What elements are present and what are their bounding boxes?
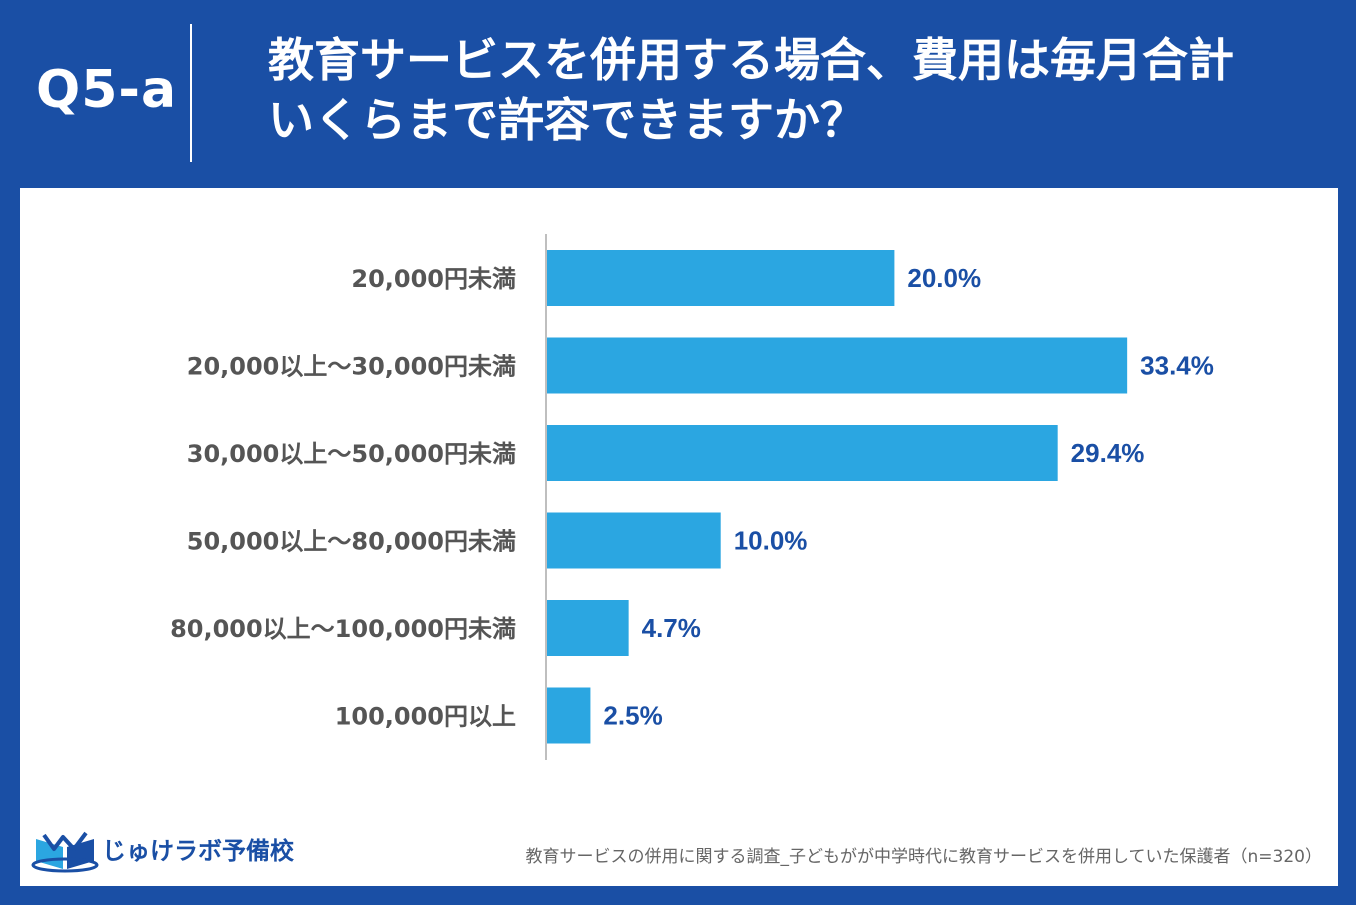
value-label-5: 2.5% xyxy=(603,701,662,731)
category-label-0: 20,000円未満 xyxy=(351,265,516,293)
category-label-3: 50,000以上～80,000円未満 xyxy=(187,528,516,556)
title-line-1: 教育サービスを併用する場合、費用は毎月合計 xyxy=(268,33,1234,87)
bar-0 xyxy=(547,250,895,306)
value-label-2: 29.4% xyxy=(1071,438,1145,468)
open-book-icon xyxy=(31,831,99,873)
brand-logo: じゅけラボ予備校 xyxy=(30,825,320,875)
source-note: 教育サービスの併用に関する調査_子どもがが中学時代に教育サービスを併用していた保… xyxy=(525,847,1322,867)
bar-2 xyxy=(547,425,1058,481)
value-label-0: 20.0% xyxy=(907,263,981,293)
header-divider xyxy=(190,24,192,162)
value-label-4: 4.7% xyxy=(642,613,701,643)
value-label-3: 10.0% xyxy=(734,526,808,556)
bar-4 xyxy=(547,600,629,656)
category-label-1: 20,000以上～30,000円未満 xyxy=(187,353,516,381)
title-line-2: いくらまで許容できますか？ xyxy=(268,93,866,147)
value-label-1: 33.4% xyxy=(1140,351,1214,381)
header: Q5-a 教育サービスを併用する場合、費用は毎月合計 いくらまで許容できますか？ xyxy=(0,0,1356,188)
page-title: 教育サービスを併用する場合、費用は毎月合計 いくらまで許容できますか？ xyxy=(268,30,1338,150)
question-label: Q5-a xyxy=(36,60,178,120)
bar-5 xyxy=(547,687,591,744)
bar-3 xyxy=(547,512,721,569)
category-label-5: 100,000円以上 xyxy=(335,703,516,731)
category-label-2: 30,000以上～50,000円未満 xyxy=(187,440,516,468)
bar-1 xyxy=(547,337,1128,394)
category-label-4: 80,000以上～100,000円未満 xyxy=(170,615,516,643)
logo-text: じゅけラボ予備校 xyxy=(102,837,294,865)
